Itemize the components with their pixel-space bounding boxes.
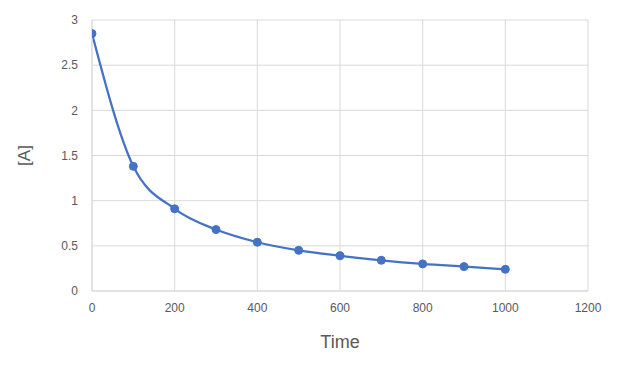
svg-text:1.5: 1.5 — [61, 149, 78, 163]
svg-text:0.5: 0.5 — [61, 239, 78, 253]
svg-text:3: 3 — [71, 13, 78, 27]
svg-text:[A]: [A] — [15, 145, 34, 166]
svg-text:1000: 1000 — [492, 301, 519, 315]
svg-text:800: 800 — [413, 301, 433, 315]
svg-text:Time: Time — [320, 332, 359, 352]
svg-text:1: 1 — [71, 194, 78, 208]
svg-text:400: 400 — [247, 301, 267, 315]
svg-text:0: 0 — [71, 284, 78, 298]
svg-text:600: 600 — [330, 301, 350, 315]
svg-text:1200: 1200 — [575, 301, 602, 315]
svg-text:200: 200 — [165, 301, 185, 315]
svg-text:0: 0 — [89, 301, 96, 315]
svg-text:2.5: 2.5 — [61, 58, 78, 72]
svg-text:2: 2 — [71, 104, 78, 118]
